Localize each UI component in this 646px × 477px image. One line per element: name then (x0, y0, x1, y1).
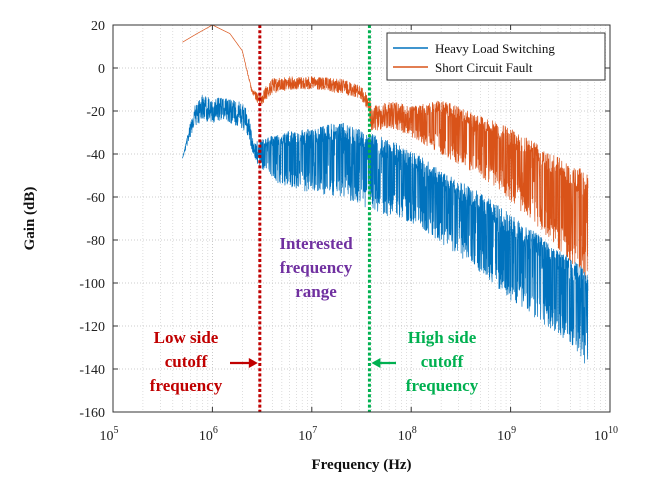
high-side-arrowhead (371, 358, 381, 368)
y-tick-label: -140 (79, 363, 105, 378)
low-side-annotation: cutoff (165, 352, 208, 371)
low-side-arrowhead (248, 358, 258, 368)
y-axis-label: Gain (dB) (22, 187, 38, 251)
annotations: Low side cutoff frequency Interested frequen… (150, 234, 479, 395)
legend-box (386, 32, 606, 81)
legend-entry: Heavy Load Switching (435, 41, 555, 56)
tick-labels: 20 0 -20 -40 -60 -80 -100 -120 -140 -160 105 106 107… (79, 19, 618, 444)
interested-range-annotation: range (295, 282, 337, 301)
y-tick-label: -40 (86, 148, 105, 163)
cutoff-lines (258, 25, 371, 412)
high-side-annotation: cutoff (421, 352, 464, 371)
x-tick-label: 107 (298, 425, 317, 444)
x-axis-label: Frequency (Hz) (311, 457, 411, 473)
y-tick-label: -60 (86, 191, 105, 206)
low-side-annotation: Low side (154, 328, 219, 347)
high-side-annotation: High side (408, 328, 477, 347)
y-tick-label: -120 (79, 320, 105, 335)
low-side-annotation: frequency (150, 376, 223, 395)
series-line-0 (182, 95, 589, 364)
x-tick-label: 106 (199, 425, 218, 444)
y-tick-label: -160 (79, 406, 105, 421)
x-tick-label: 108 (398, 425, 417, 444)
high-side-annotation: frequency (406, 376, 479, 395)
interested-range-annotation: frequency (280, 258, 353, 277)
y-tick-label: -100 (79, 277, 105, 292)
y-tick-label: 20 (91, 19, 105, 34)
x-tick-label: 109 (497, 425, 516, 444)
x-tick-label: 1010 (594, 425, 618, 444)
y-tick-label: -20 (86, 105, 105, 120)
interested-range-annotation: Interested (279, 234, 353, 253)
y-tick-label: 0 (98, 62, 105, 77)
x-tick-label: 105 (100, 425, 119, 444)
plot-frame (112, 24, 611, 413)
series-layer (182, 25, 589, 364)
y-tick-label: -80 (86, 234, 105, 249)
legend-entry: Short Circuit Fault (435, 60, 533, 75)
legend: Heavy Load Switching Short Circuit Fault (386, 32, 606, 81)
series-line-1 (182, 25, 589, 279)
